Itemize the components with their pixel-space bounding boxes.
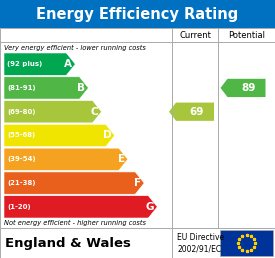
Polygon shape <box>4 124 115 147</box>
Bar <box>0 0 275 28</box>
Text: Not energy efficient - higher running costs: Not energy efficient - higher running co… <box>4 220 146 226</box>
Text: (1-20): (1-20) <box>7 204 31 210</box>
Bar <box>0 28 275 228</box>
Text: 89: 89 <box>241 83 256 93</box>
Text: Current: Current <box>179 30 211 39</box>
Polygon shape <box>4 172 144 194</box>
Polygon shape <box>221 79 265 97</box>
Polygon shape <box>4 196 157 218</box>
Text: Energy Efficiency Rating: Energy Efficiency Rating <box>36 6 239 21</box>
Text: E: E <box>118 154 125 164</box>
Text: (69-80): (69-80) <box>7 109 35 115</box>
Polygon shape <box>4 148 128 171</box>
Text: England & Wales: England & Wales <box>5 237 131 249</box>
Text: B: B <box>78 83 86 93</box>
Bar <box>0 228 275 258</box>
Text: D: D <box>103 131 112 141</box>
Text: Potential: Potential <box>228 30 265 39</box>
Text: Very energy efficient - lower running costs: Very energy efficient - lower running co… <box>4 44 146 51</box>
Text: G: G <box>146 202 154 212</box>
Text: (39-54): (39-54) <box>7 156 36 162</box>
Bar <box>220 230 273 256</box>
Polygon shape <box>4 77 89 99</box>
Text: F: F <box>134 178 141 188</box>
Polygon shape <box>4 101 101 123</box>
Text: A: A <box>64 59 72 69</box>
Text: EU Directive
2002/91/EC: EU Directive 2002/91/EC <box>177 233 224 253</box>
Text: C: C <box>91 107 98 117</box>
Text: (21-38): (21-38) <box>7 180 35 186</box>
Text: (92 plus): (92 plus) <box>7 61 42 67</box>
Text: (55-68): (55-68) <box>7 133 35 139</box>
Polygon shape <box>169 103 214 121</box>
Text: (81-91): (81-91) <box>7 85 36 91</box>
Polygon shape <box>4 53 75 75</box>
Text: 69: 69 <box>190 107 204 117</box>
